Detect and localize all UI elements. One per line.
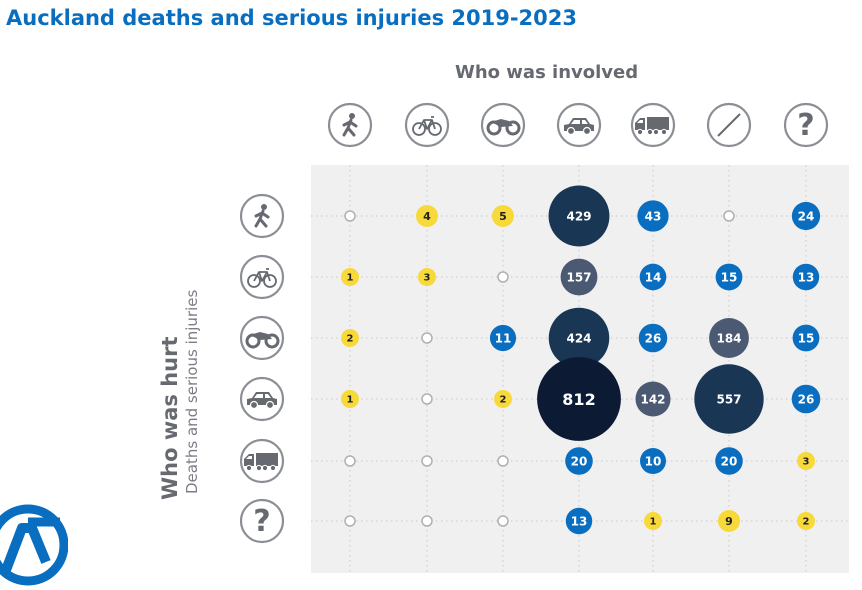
- column-car-icon: [556, 102, 602, 148]
- bubble-value: 14: [645, 270, 662, 284]
- bubble-value: 26: [645, 331, 662, 345]
- bubble: [565, 447, 593, 475]
- zero-marker: [497, 455, 509, 467]
- column-motorcycle-icon: [480, 102, 526, 148]
- row-car-icon: [239, 376, 285, 422]
- bubble: [792, 324, 820, 352]
- chart-title: Auckland deaths and serious injuries 201…: [6, 6, 577, 30]
- bubble-value: 812: [562, 390, 595, 409]
- bubble-value: 3: [803, 457, 810, 468]
- bubble-value: 13: [571, 514, 588, 528]
- bubble: [639, 263, 667, 291]
- bubble: [709, 318, 749, 358]
- bubble-value: 2: [347, 334, 354, 345]
- bubble-value: 10: [645, 454, 662, 468]
- bubble: [635, 381, 671, 417]
- bubble: [718, 510, 740, 532]
- svg-text:?: ?: [797, 108, 814, 143]
- zero-marker: [497, 271, 509, 283]
- bubble-value: 26: [798, 392, 815, 406]
- bubble-value: 9: [725, 515, 733, 528]
- zero-marker: [344, 515, 356, 527]
- zero-marker: [344, 455, 356, 467]
- column-header: Who was involved: [455, 62, 639, 83]
- zero-marker: [344, 210, 356, 222]
- bubble-value: 5: [499, 210, 507, 223]
- column-truck-icon: [630, 102, 676, 148]
- bubble: [418, 268, 436, 286]
- bubble: [560, 258, 598, 296]
- bubble: [341, 329, 359, 347]
- svg-text:?: ?: [253, 504, 270, 539]
- bubble-value: 1: [650, 517, 657, 528]
- bubble-value: 4: [423, 210, 431, 223]
- bubble: [548, 185, 610, 247]
- bubble: [715, 447, 743, 475]
- at-logo: [0, 504, 68, 586]
- bubble: [644, 512, 662, 530]
- bubble-value: 184: [716, 331, 741, 345]
- bubble-value: 3: [424, 273, 431, 284]
- bubble: [548, 307, 610, 369]
- zero-marker: [421, 515, 433, 527]
- zero-marker: [497, 515, 509, 527]
- bubble-value: 157: [566, 270, 591, 284]
- bubble-value: 1: [347, 395, 354, 406]
- bubble: [565, 507, 593, 535]
- bubble: [791, 201, 821, 231]
- bubble: [492, 205, 514, 227]
- column-none-icon: [706, 102, 752, 148]
- column-pedestrian-icon: [327, 102, 373, 148]
- row-pedestrian-icon: [239, 193, 285, 239]
- bubble: [715, 263, 743, 291]
- column-unknown-icon: ?: [783, 102, 829, 148]
- bubble-value: 11: [495, 331, 512, 345]
- bubble-value: 15: [798, 331, 815, 345]
- row-truck-icon: [239, 438, 285, 484]
- bubble-value: 43: [645, 209, 662, 223]
- bubble: [640, 448, 666, 474]
- bubble: [341, 390, 359, 408]
- zero-marker: [723, 210, 735, 222]
- zero-marker: [421, 455, 433, 467]
- bubble: [797, 452, 815, 470]
- zero-marker: [421, 393, 433, 405]
- bubble: [489, 324, 517, 352]
- bubble-value: 13: [798, 270, 815, 284]
- bubble: [694, 364, 764, 434]
- row-bicycle-icon: [239, 254, 285, 300]
- row-motorcycle-icon: [239, 315, 285, 361]
- bubble-value: 20: [721, 454, 738, 468]
- bubble: [416, 205, 438, 227]
- bubble: [791, 384, 821, 414]
- bubble-value: 2: [500, 395, 507, 406]
- bubble: [797, 512, 815, 530]
- zero-marker: [421, 332, 433, 344]
- bubble-value: 2: [803, 517, 810, 528]
- bubble-value: 24: [798, 209, 815, 223]
- column-bicycle-icon: [404, 102, 450, 148]
- bubble-value: 429: [566, 209, 591, 223]
- bubble: [494, 390, 512, 408]
- bubble: [792, 263, 820, 291]
- bubble: [341, 268, 359, 286]
- bubble-value: 1: [347, 273, 354, 284]
- bubble: [638, 323, 668, 353]
- bubble-value: 15: [721, 270, 738, 284]
- bubble-value: 142: [640, 392, 665, 406]
- grid: [311, 165, 849, 573]
- row-unknown-icon: ?: [239, 498, 285, 544]
- bubble-value: 424: [566, 331, 591, 345]
- bubble: [637, 200, 669, 232]
- bubble-value: 557: [716, 392, 741, 406]
- bubble-value: 20: [571, 454, 588, 468]
- bubble: [537, 357, 621, 441]
